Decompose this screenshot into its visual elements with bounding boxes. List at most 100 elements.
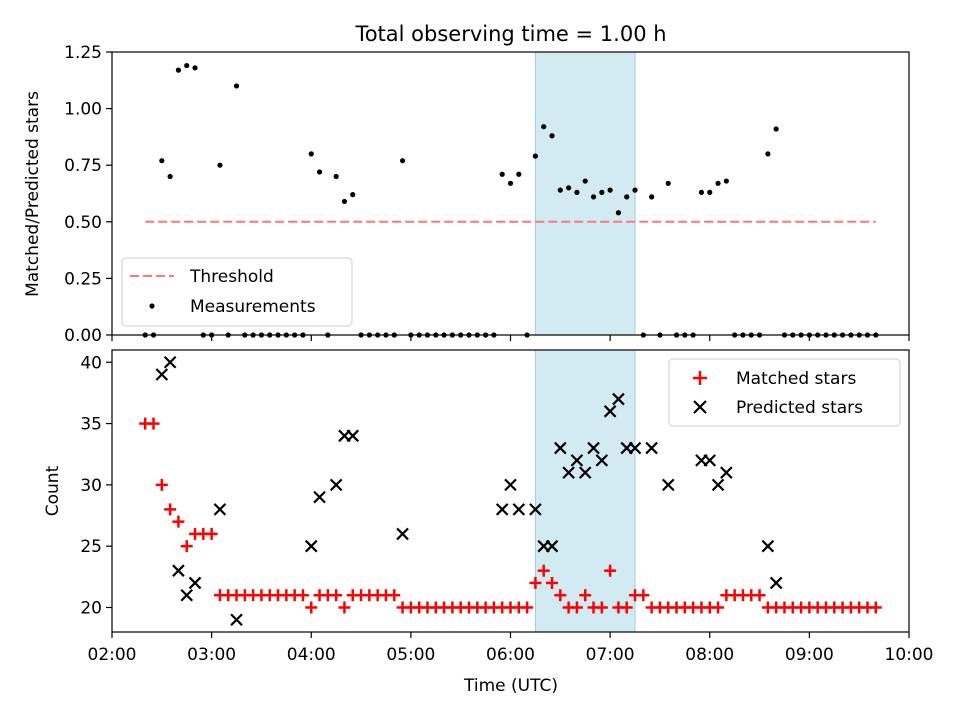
ratio-y-tick-label: 0.25 — [64, 269, 102, 289]
matched-star-point — [155, 478, 168, 491]
predicted-star-point — [188, 576, 202, 590]
matched-star-point — [305, 601, 318, 614]
predicted-star-point — [628, 441, 642, 455]
predicted-star-point — [304, 539, 318, 553]
legend-predicted-label: Predicted stars — [736, 398, 863, 418]
count-x-tick-label: 10:00 — [885, 645, 934, 665]
predicted-star-point — [155, 368, 169, 381]
measurement-point — [175, 67, 182, 73]
predicted-star-point — [545, 539, 559, 553]
count-x-tick-label: 03:00 — [187, 645, 236, 665]
measurement-point — [350, 192, 356, 198]
count-x-tick-label: 04:00 — [287, 645, 336, 665]
predicted-star-point — [703, 454, 717, 467]
predicted-star-point — [495, 503, 509, 516]
measurement-point — [341, 198, 348, 205]
predicted-star-point — [163, 355, 177, 369]
legend-matched-swatch — [693, 371, 707, 385]
count-x-tick-label: 08:00 — [685, 645, 734, 665]
ratio-y-tick-label: 1.00 — [64, 100, 102, 120]
measurement-point — [233, 83, 240, 89]
count-x-axis: 02:00 03:00 04:00 05:00 06:00 07:00 08:00 09:00… — [88, 632, 934, 665]
measurement-point — [590, 194, 597, 200]
predicted-star-point — [562, 466, 575, 479]
matched-star-point — [172, 515, 185, 528]
measurement-point — [566, 185, 572, 191]
measurement-point — [532, 153, 539, 159]
predicted-star-point — [512, 503, 526, 516]
measurement-point — [615, 210, 622, 216]
measurement-point — [541, 124, 547, 130]
count-y-tick-label: 40 — [80, 353, 102, 373]
predicted-star-point — [603, 405, 617, 418]
predicted-star-point — [661, 478, 675, 492]
matched-star-point — [570, 601, 583, 614]
count-panel: 20 25 30 35 40 02:00 03:00 04:00 05:00 06:00 07:0… — [43, 349, 934, 696]
measurement-point — [632, 187, 638, 193]
figure-title: Total observing time = 1.00 h — [354, 22, 666, 46]
measurement-point — [773, 126, 779, 132]
measurement-point — [333, 173, 339, 180]
count-x-label: Time (UTC) — [463, 676, 558, 696]
ratio-y-tick-label: 0.75 — [64, 156, 102, 176]
predicted-star-point — [570, 454, 584, 467]
measurement-point — [167, 173, 173, 180]
measurement-point — [507, 180, 514, 186]
ratio-legend: Threshold Measurements — [121, 257, 353, 327]
measurement-point — [574, 189, 580, 195]
ratio-highlight-span — [534, 51, 636, 336]
count-y-tick-label: 20 — [80, 598, 102, 618]
ratio-y-label: Matched/Predicted stars — [23, 91, 43, 297]
predicted-star-point — [172, 564, 185, 577]
matched-star-point — [869, 601, 882, 614]
measurement-point — [607, 187, 613, 193]
measurement-point — [399, 158, 406, 164]
matched-star-point — [554, 589, 567, 602]
count-x-tick-label: 09:00 — [785, 645, 834, 665]
count-y-tick-label: 30 — [80, 476, 102, 496]
predicted-star-point — [554, 441, 567, 455]
legend-predicted-swatch — [693, 400, 707, 414]
matched-star-point — [147, 417, 160, 430]
matched-star-point — [595, 601, 608, 614]
measurement-point — [723, 178, 729, 184]
measurement-point — [599, 189, 605, 195]
predicted-star-point — [346, 429, 360, 443]
predicted-star-point — [313, 490, 326, 504]
predicted-star-point — [329, 478, 343, 492]
matched-star-point — [338, 601, 351, 614]
matched-star-point — [637, 589, 650, 602]
measurement-point — [549, 133, 555, 139]
measurement-point — [715, 180, 721, 186]
measurement-point — [707, 189, 713, 195]
ratio-axes-frame — [111, 51, 910, 336]
measurement-point — [698, 189, 705, 195]
predicted-star-point — [595, 454, 609, 467]
matched-star-point — [546, 576, 559, 589]
measurement-point — [499, 171, 505, 177]
ratio-y-tick-label: 0.50 — [64, 213, 102, 233]
count-legend: Matched stars Predicted stars — [668, 358, 901, 427]
measurement-point — [649, 194, 655, 200]
predicted-star-point — [529, 503, 542, 516]
matched-star-point — [330, 589, 343, 602]
count-y-label: Count — [43, 465, 63, 516]
measurement-point — [516, 171, 522, 177]
matched-star-point — [579, 589, 592, 602]
measurement-point — [765, 151, 771, 157]
predicted-star-point — [720, 466, 733, 479]
count-x-tick-label: 06:00 — [486, 645, 535, 665]
ratio-legend-box — [121, 257, 353, 327]
measurement-points — [142, 62, 879, 338]
count-y-tick-label: 25 — [80, 537, 102, 557]
count-y-tick-label: 35 — [80, 415, 102, 435]
matched-star-point — [180, 540, 193, 553]
matched-star-point — [604, 564, 617, 577]
predicted-star-point — [180, 588, 193, 602]
matched-star-point — [537, 564, 550, 577]
matched-star-point — [205, 527, 218, 540]
matched-stars-points — [139, 417, 882, 614]
matched-star-point — [388, 589, 401, 602]
ratio-panel: 0.00 0.25 0.50 0.75 1.00 1.25 Matched/Predict… — [23, 43, 910, 346]
